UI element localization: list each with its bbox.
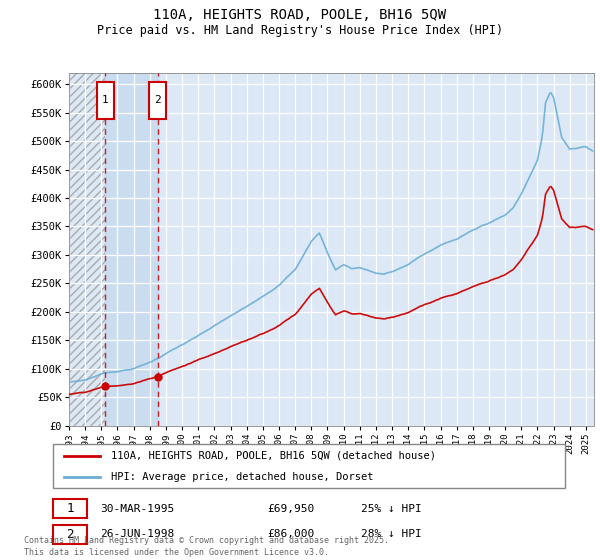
Text: 28% ↓ HPI: 28% ↓ HPI — [361, 529, 422, 539]
Text: £69,950: £69,950 — [267, 503, 314, 514]
Text: £86,000: £86,000 — [267, 529, 314, 539]
Text: 110A, HEIGHTS ROAD, POOLE, BH16 5QW (detached house): 110A, HEIGHTS ROAD, POOLE, BH16 5QW (det… — [110, 451, 436, 461]
Text: 1: 1 — [102, 95, 109, 105]
Text: Contains HM Land Registry data © Crown copyright and database right 2025.
This d: Contains HM Land Registry data © Crown c… — [24, 536, 389, 557]
Text: Price paid vs. HM Land Registry's House Price Index (HPI): Price paid vs. HM Land Registry's House … — [97, 24, 503, 36]
FancyBboxPatch shape — [53, 444, 565, 488]
Bar — [106, 73, 158, 426]
FancyBboxPatch shape — [149, 82, 166, 119]
Text: HPI: Average price, detached house, Dorset: HPI: Average price, detached house, Dors… — [110, 472, 373, 482]
Text: 2: 2 — [154, 95, 161, 105]
Text: 1: 1 — [67, 502, 74, 515]
Text: 30-MAR-1995: 30-MAR-1995 — [100, 503, 175, 514]
FancyBboxPatch shape — [53, 499, 87, 518]
FancyBboxPatch shape — [97, 82, 114, 119]
Text: 2: 2 — [67, 528, 74, 541]
FancyBboxPatch shape — [53, 525, 87, 544]
Text: 26-JUN-1998: 26-JUN-1998 — [100, 529, 175, 539]
Text: 25% ↓ HPI: 25% ↓ HPI — [361, 503, 422, 514]
Bar — [69, 73, 106, 426]
Text: 110A, HEIGHTS ROAD, POOLE, BH16 5QW: 110A, HEIGHTS ROAD, POOLE, BH16 5QW — [154, 8, 446, 22]
